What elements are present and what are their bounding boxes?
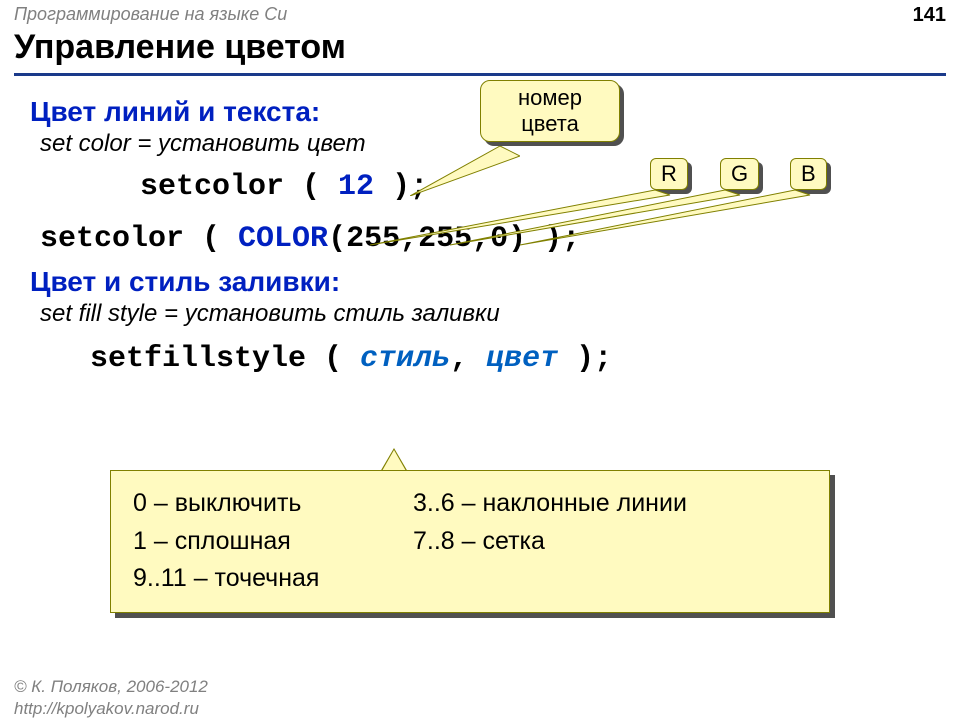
styles-box-tail-icon bbox=[380, 448, 408, 472]
slide-footer: © К. Поляков, 2006-2012 http://kpolyakov… bbox=[14, 676, 208, 720]
code-text: setfillstyle ( bbox=[90, 342, 360, 376]
footer-author: © К. Поляков, 2006-2012 bbox=[14, 676, 208, 698]
code-param: цвет bbox=[486, 342, 558, 376]
style-item: 7..8 – сетка bbox=[413, 523, 687, 561]
section2-sub: set fill style = установить стиль заливк… bbox=[40, 300, 930, 328]
page-number: 141 bbox=[913, 4, 946, 28]
callout-tail-icon bbox=[410, 146, 520, 196]
code-text: , bbox=[450, 342, 486, 376]
callout-r: R bbox=[650, 158, 688, 190]
course-title: Программирование на языке Си bbox=[14, 4, 287, 28]
callout-line: номер bbox=[495, 85, 605, 111]
callout-b: B bbox=[790, 158, 827, 190]
styles-box: 0 – выключить 1 – сплошная 9..11 – точеч… bbox=[110, 470, 830, 613]
callout-label: G bbox=[731, 161, 748, 186]
code-keyword: COLOR bbox=[238, 222, 328, 256]
section2-heading: Цвет и стиль заливки: bbox=[30, 266, 930, 298]
callout-line: цвета bbox=[495, 111, 605, 137]
code-text: setcolor ( bbox=[40, 222, 238, 256]
style-item: 3..6 – наклонные линии bbox=[413, 485, 687, 523]
code-text: ); bbox=[558, 342, 612, 376]
code-setfillstyle: setfillstyle ( стиль, цвет ); bbox=[90, 342, 930, 376]
callout-label: B bbox=[801, 161, 816, 186]
callout-g: G bbox=[720, 158, 759, 190]
footer-url: http://kpolyakov.narod.ru bbox=[14, 698, 208, 720]
slide-title: Управление цветом bbox=[14, 28, 946, 76]
style-item: 9..11 – точечная bbox=[133, 560, 383, 598]
code-literal: 12 bbox=[338, 170, 374, 204]
slide-header: Программирование на языке Си 141 bbox=[0, 0, 960, 28]
code-param: стиль bbox=[360, 342, 450, 376]
code-text: setcolor ( bbox=[140, 170, 338, 204]
rgb-tails-icon bbox=[370, 190, 840, 250]
style-item: 0 – выключить bbox=[133, 485, 383, 523]
callout-label: R bbox=[661, 161, 677, 186]
callout-color-number: номер цвета bbox=[480, 80, 620, 142]
style-item: 1 – сплошная bbox=[133, 523, 383, 561]
